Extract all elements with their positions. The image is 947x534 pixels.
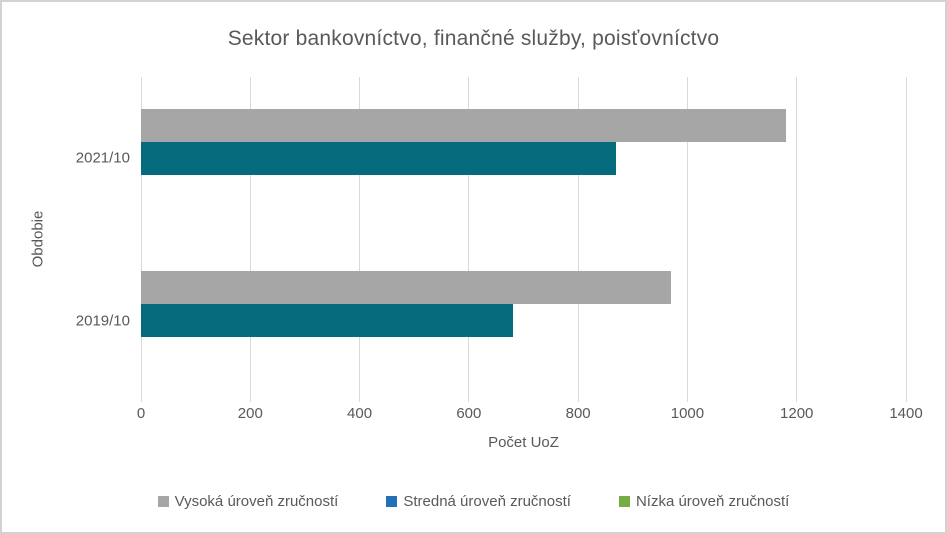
chart-title: Sektor bankovníctvo, finančné služby, po… (227, 27, 720, 50)
gridline (249, 77, 251, 402)
legend-label: Nízka úroveň zručností (635, 493, 790, 510)
plot-area (140, 77, 907, 403)
x-tick-label: 1200 (780, 405, 814, 422)
legend-label: Vysoká úroveň zručností (174, 493, 339, 510)
y-axis-title: Obdobie (29, 210, 47, 268)
bar-s1-2021-10[interactable] (141, 141, 617, 175)
y-category-label: 2019/10 (75, 312, 130, 330)
category-group-2021-10 (141, 77, 906, 240)
x-tick-label: 200 (237, 405, 263, 422)
legend-item-0[interactable]: Vysoká úroveň zručností (157, 493, 339, 510)
bar-s1-2019-10[interactable] (141, 304, 513, 338)
gridline (686, 77, 688, 402)
x-tick-label: 400 (347, 405, 373, 422)
x-tick-label: 0 (136, 405, 146, 422)
gridline (468, 77, 470, 402)
y-category-label: 2021/10 (75, 149, 130, 167)
bar-s0-2019-10[interactable] (141, 271, 672, 305)
gridline (905, 77, 907, 402)
gridline (796, 77, 798, 402)
legend-swatch-icon (618, 496, 630, 507)
x-axis-ticks: 0 200 400 600 800 1000 1200 1400 (137, 405, 923, 423)
x-axis-title: Počet UoZ (488, 434, 559, 451)
legend-swatch-icon (157, 496, 169, 507)
bar-s0-2021-10[interactable] (141, 108, 786, 142)
gridline (577, 77, 579, 402)
x-tick-label: 600 (456, 405, 482, 422)
x-tick-label: 800 (565, 405, 591, 422)
x-tick-label: 1000 (670, 405, 705, 422)
legend-item-2[interactable]: Nízka úroveň zručností (618, 493, 790, 510)
gridline (140, 77, 142, 402)
category-group-2019-10 (141, 240, 906, 403)
legend: Vysoká úroveň zručností Stredná úroveň zr… (2, 493, 945, 510)
legend-swatch-icon (386, 496, 398, 507)
legend-label: Stredná úroveň zručností (403, 493, 571, 510)
x-tick-label: 1400 (889, 405, 923, 422)
gridline (359, 77, 361, 402)
legend-item-1[interactable]: Stredná úroveň zručností (386, 493, 571, 510)
